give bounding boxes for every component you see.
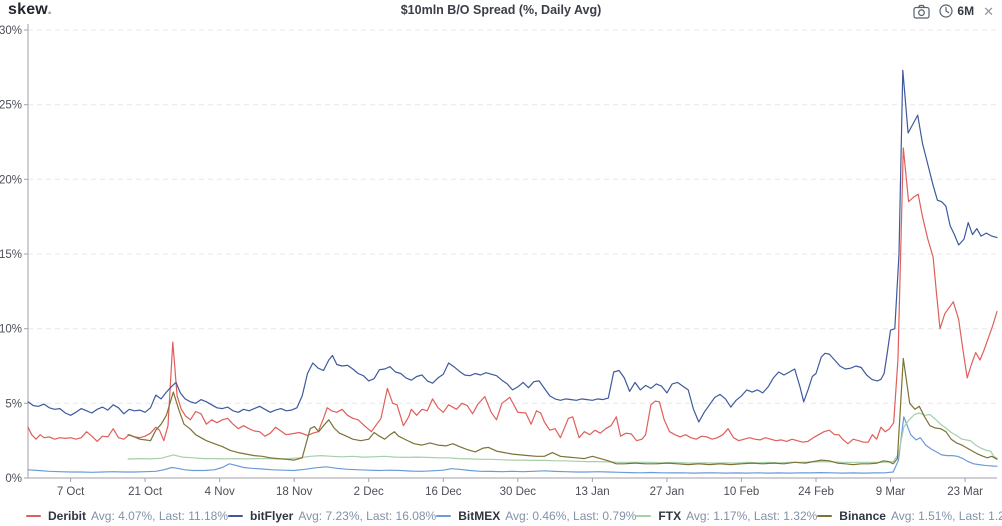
legend-item-bitmex[interactable]: BitMEX Avg: 0.46%, Last: 0.79% xyxy=(436,509,636,523)
x-tick-label: 27 Jan xyxy=(650,486,685,498)
x-tick-label: 30 Dec xyxy=(500,486,537,498)
x-tick-label: 21 Oct xyxy=(128,486,163,498)
legend-series-name: Binance xyxy=(839,509,886,523)
chart-legend: Deribit Avg: 4.07%, Last: 11.18% bitFlye… xyxy=(0,509,1002,523)
close-icon[interactable]: ✕ xyxy=(983,3,994,19)
series-line-binance xyxy=(127,357,998,466)
x-tick-label: 24 Feb xyxy=(798,486,834,498)
x-tick-label: 16 Dec xyxy=(425,486,462,498)
series-line-ftx xyxy=(127,412,998,464)
legend-series-stats: Avg: 1.51%, Last: 1.26% xyxy=(890,509,1002,523)
y-tick-label: 15% xyxy=(0,249,22,261)
legend-dash xyxy=(817,515,833,517)
y-tick-label: 20% xyxy=(0,174,22,186)
page-title: $10mln B/O Spread (%, Daily Avg) xyxy=(400,3,602,17)
legend-series-stats: Avg: 0.46%, Last: 0.79% xyxy=(505,509,637,523)
legend-dash xyxy=(636,515,652,517)
legend-series-stats: Avg: 1.17%, Last: 1.32% xyxy=(686,509,818,523)
clock-icon xyxy=(939,4,954,18)
x-tick-label: 10 Feb xyxy=(723,486,759,498)
legend-item-bitflyer[interactable]: bitFlyer Avg: 7.23%, Last: 16.08% xyxy=(228,509,436,523)
time-range-label: 6M xyxy=(957,4,975,18)
legend-dash xyxy=(26,515,41,517)
header-controls: 6M ✕ xyxy=(913,2,994,20)
camera-icon[interactable] xyxy=(913,4,931,19)
x-tick-label: 23 Mar xyxy=(947,486,983,498)
x-tick-label: 2 Dec xyxy=(354,486,384,498)
legend-dash xyxy=(228,515,243,517)
y-tick-label: 10% xyxy=(0,324,22,336)
header: skew. $10mln B/O Spread (%, Daily Avg) 6… xyxy=(0,0,1002,24)
y-tick-label: 30% xyxy=(0,25,22,37)
legend-dash xyxy=(436,515,452,517)
logo-dot: . xyxy=(47,1,53,18)
y-tick-label: 5% xyxy=(5,398,22,410)
time-range-button[interactable]: 6M xyxy=(939,4,974,18)
chart-svg: 0% 5% 10% 15% 20% 25% 30% 7 Oct 21 Oct 4 Nov 18 No… xyxy=(0,24,998,498)
legend-series-stats: Avg: 7.23%, Last: 16.08% xyxy=(298,509,437,523)
legend-item-binance[interactable]: Binance Avg: 1.51%, Last: 1.26% xyxy=(817,509,1002,523)
x-tick-label: 18 Nov xyxy=(276,486,313,498)
series-line-bitmex xyxy=(27,416,998,474)
series-line-bitflyer xyxy=(27,69,998,423)
legend-series-name: bitFlyer xyxy=(250,509,294,523)
x-tick-label: 9 Mar xyxy=(876,486,906,498)
skew-logo[interactable]: skew. xyxy=(8,1,52,19)
legend-series-name: FTX xyxy=(658,509,682,523)
series-line-deribit xyxy=(27,147,998,445)
x-tick-label: 13 Jan xyxy=(575,486,610,498)
legend-item-ftx[interactable]: FTX Avg: 1.17%, Last: 1.32% xyxy=(636,509,817,523)
legend-series-stats: Avg: 4.07%, Last: 11.18% xyxy=(91,509,228,523)
legend-item-deribit[interactable]: Deribit Avg: 4.07%, Last: 11.18% xyxy=(26,509,228,523)
y-tick-label: 25% xyxy=(0,100,22,112)
logo-text: skew xyxy=(8,1,48,18)
legend-series-name: Deribit xyxy=(48,509,87,523)
x-tick-label: 7 Oct xyxy=(57,486,85,498)
legend-series-name: BitMEX xyxy=(458,509,501,523)
y-tick-label: 0% xyxy=(5,473,22,485)
x-tick-label: 4 Nov xyxy=(205,486,235,498)
